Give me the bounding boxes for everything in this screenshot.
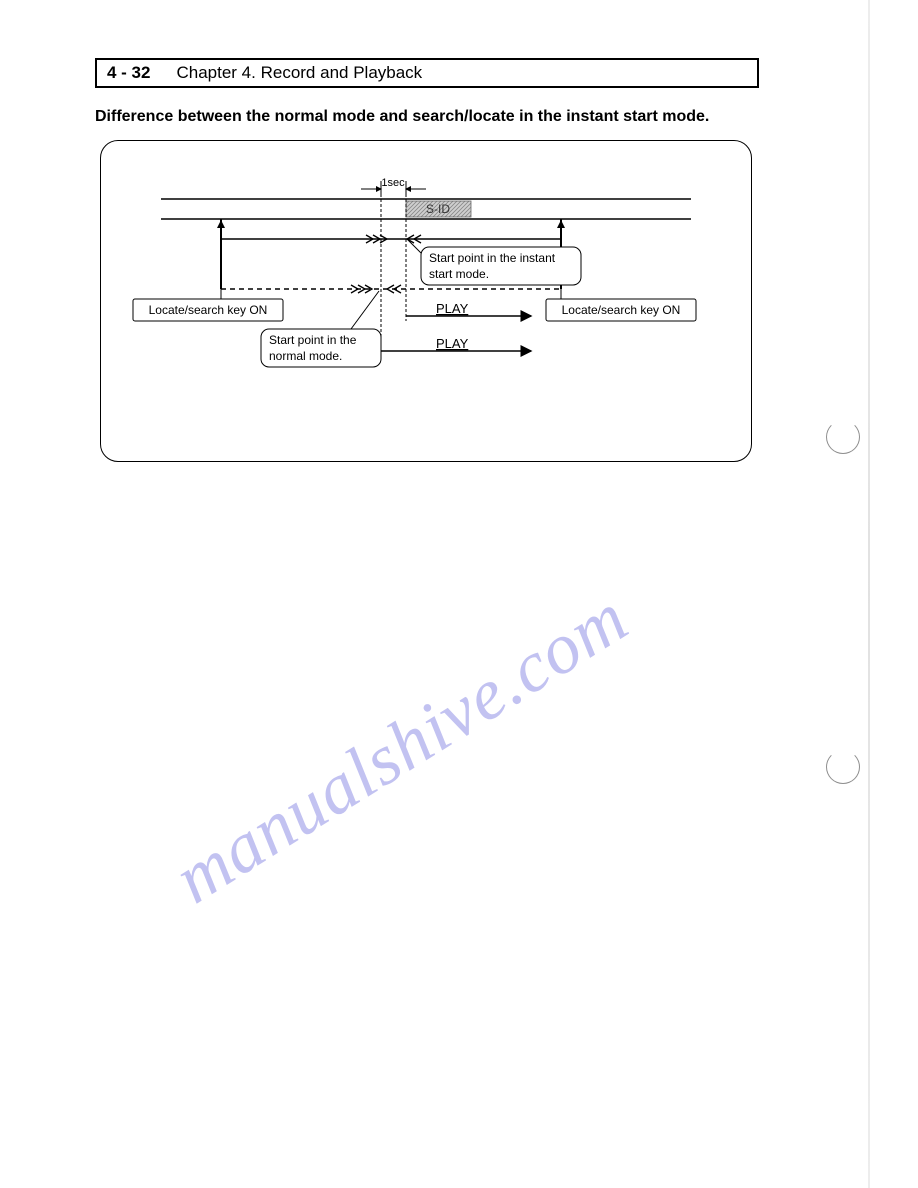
watermark: manualshive.com: [160, 576, 642, 920]
punch-hole: [826, 420, 860, 454]
section-title: Difference between the normal mode and s…: [95, 108, 709, 126]
scan-edge: [868, 0, 870, 1188]
timing-diagram: S-ID 1sec: [101, 141, 751, 461]
left-locate-label: Locate/search key ON: [149, 303, 268, 317]
page-number: 4 - 32: [97, 63, 160, 83]
figure-frame: S-ID 1sec: [100, 140, 752, 462]
page: 4 - 32 Chapter 4. Record and Playback Di…: [0, 0, 918, 1188]
sec-label: 1sec: [381, 177, 405, 189]
page-header: 4 - 32 Chapter 4. Record and Playback: [95, 58, 759, 88]
chapter-title: Chapter 4. Record and Playback: [160, 63, 422, 83]
sid-label: S-ID: [426, 202, 450, 216]
normal-callout-l1: Start point in the: [269, 333, 357, 347]
punch-hole: [826, 750, 860, 784]
play-label-lower: PLAY: [436, 336, 469, 351]
right-locate-label: Locate/search key ON: [562, 303, 681, 317]
play-label-upper: PLAY: [436, 301, 469, 316]
normal-callout-leader: [351, 291, 379, 329]
instant-callout-l1: Start point in the instant: [429, 251, 556, 265]
normal-callout-l2: normal mode.: [269, 349, 342, 363]
instant-callout-l2: start mode.: [429, 267, 489, 281]
